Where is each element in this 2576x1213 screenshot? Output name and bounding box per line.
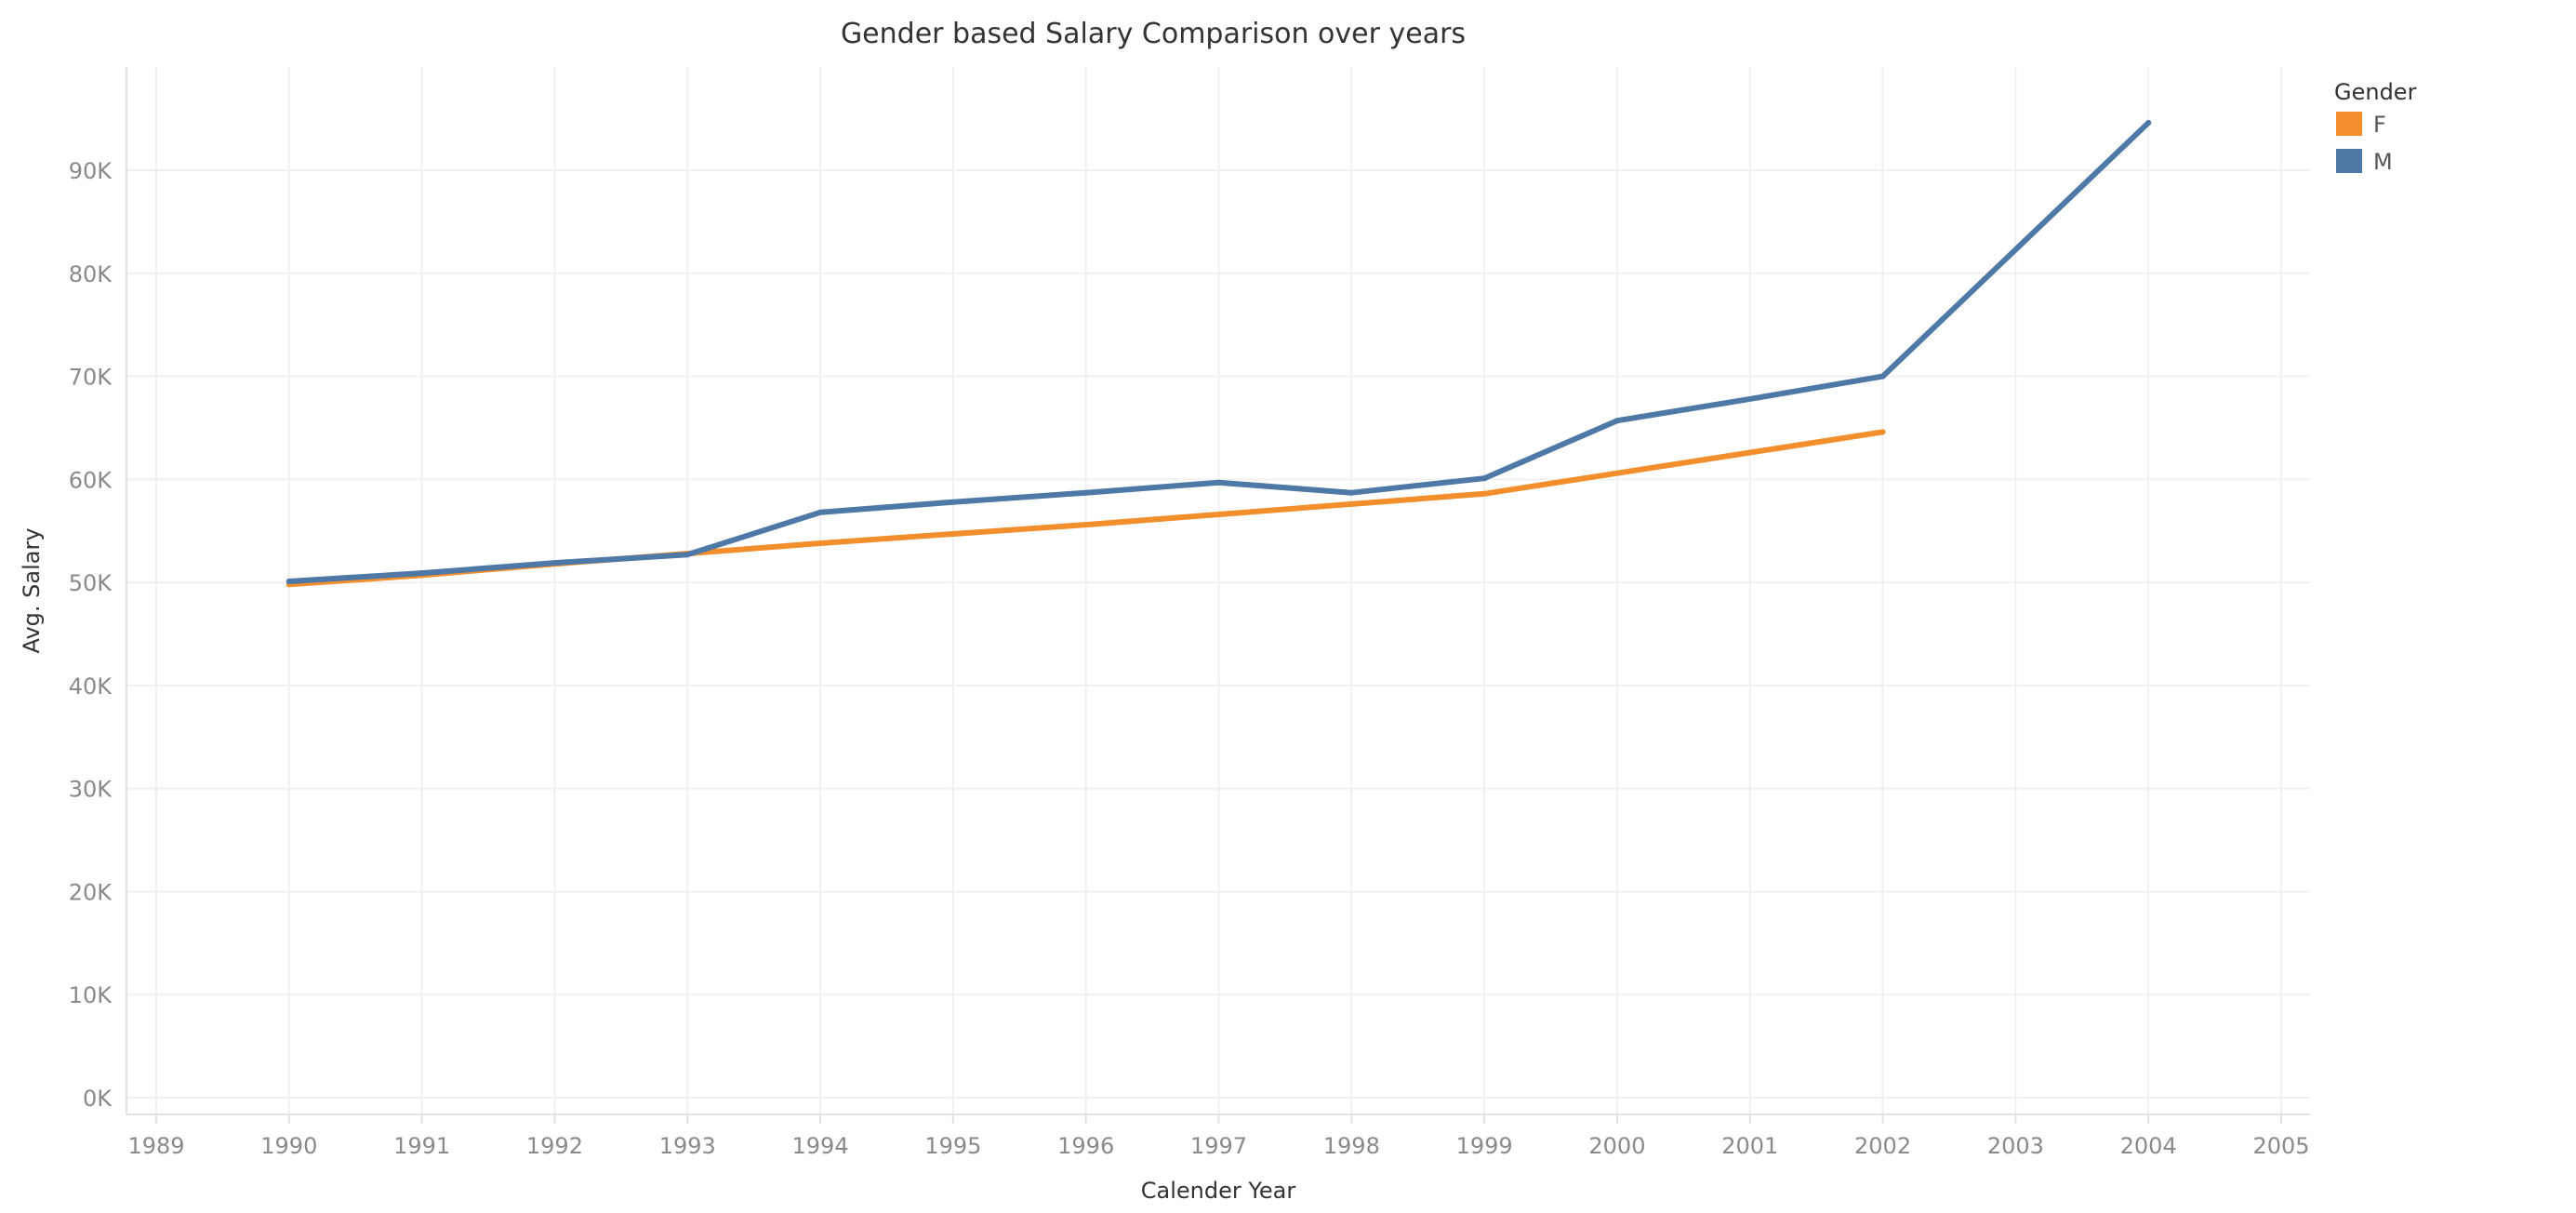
x-tick-label: 1991: [393, 1133, 450, 1159]
x-tick-label: 2005: [2252, 1133, 2309, 1159]
legend-items: FM: [2336, 112, 2393, 175]
y-tick-label: 80K: [69, 261, 113, 287]
axes: 1989 1990 1991 1992 1993 1994 1995 1996 1997 1998…: [69, 67, 2310, 1159]
legend-label-f: F: [2373, 112, 2386, 138]
data-point-m: [1348, 489, 1355, 496]
data-point-m: [817, 509, 824, 515]
x-tick-label: 1989: [127, 1133, 184, 1159]
y-tick-label: 30K: [69, 777, 113, 803]
x-tick-label: 2003: [1987, 1133, 2044, 1159]
data-point-m: [2145, 120, 2152, 126]
data-point-m: [1879, 373, 1886, 380]
y-tick-label: 50K: [69, 570, 113, 596]
data-point-m: [418, 570, 425, 577]
data-point-m: [551, 560, 558, 567]
y-tick-label: 90K: [69, 158, 113, 184]
data-point-m: [1613, 418, 1620, 424]
data-point-f: [1082, 522, 1089, 528]
legend-swatch-f: [2336, 112, 2362, 136]
x-tick-label: 2004: [2120, 1133, 2177, 1159]
x-tick-label: 1992: [526, 1133, 583, 1159]
x-tick-label: 2002: [1854, 1133, 1911, 1159]
y-axis-title: Avg. Salary: [19, 527, 45, 653]
data-point-m: [1746, 395, 1753, 402]
x-tick-label: 2001: [1721, 1133, 1778, 1159]
data-point-f: [1481, 490, 1488, 497]
data-point-f: [1613, 470, 1620, 476]
x-axis-title: Calender Year: [1141, 1178, 1296, 1204]
x-tick-label: 1998: [1323, 1133, 1380, 1159]
y-tick-label: 70K: [69, 365, 113, 391]
series-lines: [285, 120, 2152, 588]
x-tick-label: 1997: [1190, 1133, 1247, 1159]
y-tick-label: 20K: [69, 879, 113, 905]
x-tick-label: 1999: [1456, 1133, 1513, 1159]
x-tick-label: 1993: [659, 1133, 716, 1159]
gridlines: [126, 67, 2310, 1114]
y-tick-label: 40K: [69, 673, 113, 700]
data-point-f: [1746, 449, 1753, 456]
data-point-m: [684, 552, 691, 558]
y-tick-label: 60K: [69, 467, 113, 493]
x-tick-label: 1996: [1057, 1133, 1114, 1159]
data-point-f: [817, 540, 824, 546]
x-tick-label: 1990: [260, 1133, 317, 1159]
data-point-f: [1215, 512, 1222, 517]
data-point-f: [1348, 500, 1355, 507]
x-tick-label: 1994: [792, 1133, 849, 1159]
data-point-m: [949, 499, 956, 505]
data-point-m: [1215, 479, 1222, 486]
legend-label-m: M: [2373, 149, 2393, 175]
x-tick-label: 2000: [1588, 1133, 1645, 1159]
legend: Gender FM: [2334, 79, 2417, 175]
legend-swatch-m: [2336, 149, 2362, 173]
data-point-m: [1082, 489, 1089, 496]
y-tick-label: 0K: [83, 1086, 113, 1112]
data-point-f: [1879, 429, 1886, 435]
data-point-f: [949, 531, 956, 537]
series-line-m: [285, 120, 2152, 584]
y-tick-label: 10K: [69, 982, 113, 1008]
x-tick-label: 1995: [924, 1133, 981, 1159]
data-point-m: [1481, 475, 1488, 482]
data-point-m: [285, 579, 292, 584]
chart-title: Gender based Salary Comparison over year…: [841, 18, 1466, 50]
legend-title: Gender: [2334, 79, 2417, 105]
